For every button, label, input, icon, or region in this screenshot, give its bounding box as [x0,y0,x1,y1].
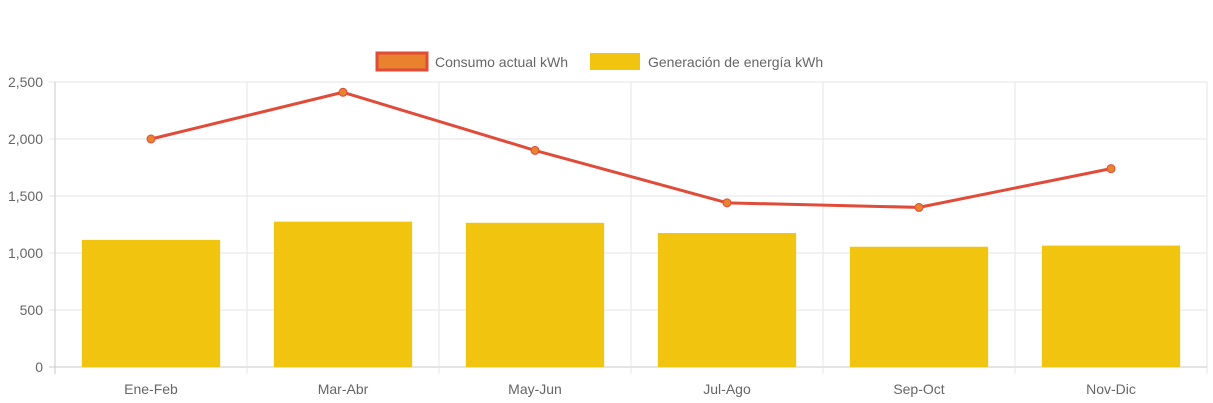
x-tick-label: May-Jun [508,381,562,397]
bar-generacion[interactable] [1041,245,1181,367]
legend-swatch-consumo [375,51,429,72]
point-consumo[interactable] [722,198,732,208]
y-tick-label: 2,500 [8,74,43,90]
bar-generacion[interactable] [657,233,797,367]
legend-swatch-generacion [590,53,640,70]
point-consumo[interactable] [146,134,156,144]
point-consumo[interactable] [530,145,540,155]
y-tick-label: 1,500 [8,188,43,204]
line-consumo [150,90,1112,209]
y-tick-label: 1,000 [8,245,43,261]
grid [49,81,1208,374]
legend-label-generacion: Generación de energía kWh [648,54,823,70]
legend: Consumo actual kWh Generación de energía… [375,51,823,72]
y-tick-label: 500 [20,302,44,318]
x-tick-label: Jul-Ago [703,381,751,397]
y-tick-label: 2,000 [8,131,43,147]
point-consumo[interactable] [1106,164,1116,174]
legend-label-consumo: Consumo actual kWh [435,54,568,70]
bar-generacion[interactable] [465,222,605,367]
x-tick-label: Sep-Oct [893,381,944,397]
point-consumo[interactable] [914,202,924,212]
legend-item-generacion[interactable]: Generación de energía kWh [590,53,823,70]
bars [81,221,1181,367]
line-series [146,87,1116,212]
point-consumo[interactable] [338,87,348,97]
bar-generacion[interactable] [849,246,989,367]
x-tick-label: Ene-Feb [124,381,178,397]
x-tick-label: Mar-Abr [318,381,369,397]
axes: 0 500 1,000 1,500 2,000 2,500 Ene-Feb Mar-Abr Ma… [8,74,1136,397]
y-tick-label: 0 [35,359,43,375]
legend-item-consumo[interactable]: Consumo actual kWh [375,51,568,72]
bar-generacion[interactable] [273,221,413,367]
x-tick-label: Nov-Dic [1086,381,1136,397]
bar-generacion[interactable] [81,239,221,367]
